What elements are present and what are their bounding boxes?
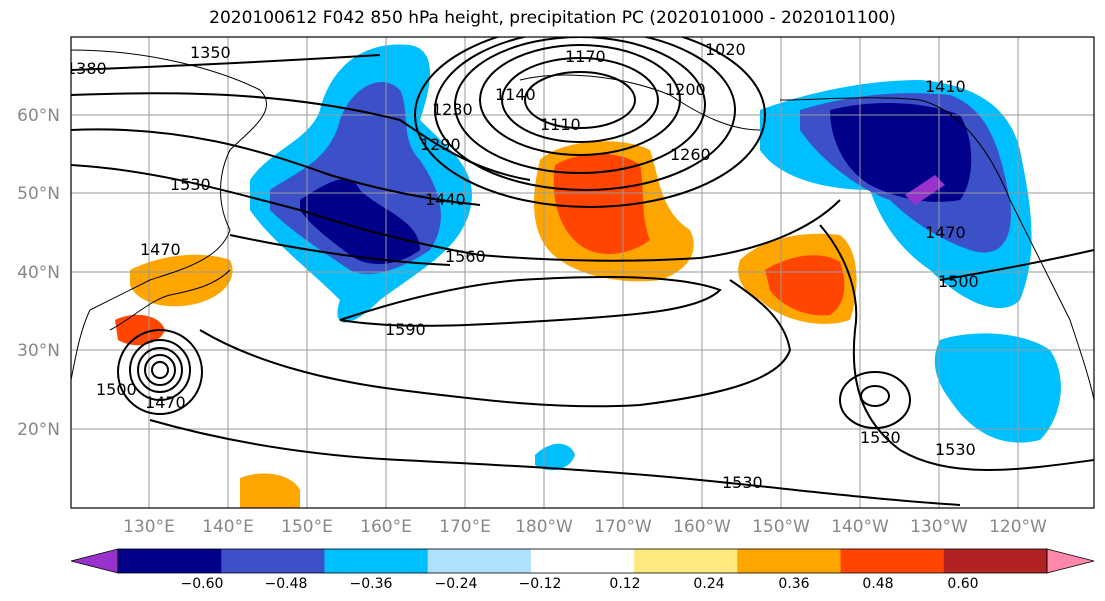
colorbar-extend-low [70,548,119,574]
colorbar [70,548,1095,574]
latitude-labels: 60°N 50°N 40°N 30°N 20°N [17,106,60,440]
precip-blob-japan-orange [130,254,233,307]
colorbar-tick-label: −0.24 [435,576,478,592]
longitude-labels: 130°E 140°E 150°E 160°E 170°E 180°W 170°… [123,517,1047,537]
contour-label: 1140 [495,85,536,104]
colorbar-segment [118,549,222,573]
precip-blob-south-blue [535,443,575,471]
lon-label: 130°W [910,517,968,537]
colorbar-tick-label: 0.24 [693,576,724,592]
lon-label: 150°E [281,517,333,537]
map-plot-area: 1350 1380 1470 1170 1020 1140 1200 1230 … [66,37,1094,508]
lat-label: 50°N [17,184,60,204]
contour-label: 1590 [385,320,426,339]
contour-label: 1290 [420,135,461,154]
contour-label: 1350 [190,43,231,62]
contour-label: 1530 [935,440,976,459]
map-frame [70,36,1095,509]
colorbar-frame [117,548,1048,574]
contour-label: 1020 [705,40,746,59]
precip-blob-japan-red [115,314,165,346]
colorbar-tick-label: −0.60 [181,576,224,592]
precip-shading [115,44,1061,508]
lat-label: 20°N [17,420,60,440]
colorbar-tick-label: 0.48 [862,576,893,592]
contour-label: 1470 [140,240,181,259]
lon-label: 170°E [439,517,491,537]
colorbar-segment [324,549,429,573]
contour-label: 1200 [665,80,706,99]
lon-label: 140°E [202,517,254,537]
contour-label: 1230 [432,100,473,119]
contour-label: 1170 [565,47,606,66]
lon-label: 140°W [831,517,889,537]
contour-labels: 1350 1380 1470 1170 1020 1140 1200 1230 … [66,40,979,492]
colorbar-segment [530,549,635,573]
lat-label: 30°N [17,341,60,361]
lon-label: 170°W [594,517,652,537]
contour-label: 1470 [145,393,186,412]
contour-label: 1500 [938,272,979,291]
contour-label: 1410 [925,77,966,96]
lat-label: 40°N [17,263,60,283]
colorbar-segment [634,549,738,573]
precip-blob-ne-purple [905,175,945,205]
colorbar-tick-label: −0.48 [265,576,308,592]
lon-label: 120°W [989,517,1047,537]
colorbar-tick-label: −0.36 [350,576,393,592]
colorbar-segment [840,549,945,573]
precip-blob-west-dark [300,179,420,265]
height-contours [71,37,1094,506]
contour-label: 1530 [722,473,763,492]
colorbar-segment [427,549,532,573]
colorbar-segment [221,549,325,573]
contour-label: 1560 [445,247,486,266]
colorbar-tick-label: 0.60 [947,576,978,592]
contour-label: 1380 [66,59,107,78]
precip-blob-central-red [553,153,650,255]
contour-label: 1440 [425,190,466,209]
colorbar-tick-label: 0.12 [609,576,640,592]
lon-label: 160°W [673,517,731,537]
lon-label: 130°E [123,517,175,537]
colorbar-tick-label: 0.36 [778,576,809,592]
contour-label: 1110 [540,115,581,134]
colorbar-tick-labels: −0.60 −0.48 −0.36 −0.24 −0.12 0.12 0.24 … [181,576,979,592]
precip-blob-east-red [765,255,845,316]
colorbar-segment [943,549,1048,573]
contour-label: 1530 [860,428,901,447]
map-title: 2020100612 F042 850 hPa height, precipit… [209,8,896,28]
colorbar-extend-high [1046,548,1095,574]
colorbar-tick-label: −0.12 [519,576,562,592]
lon-label: 180°W [515,517,573,537]
lon-label: 150°W [752,517,810,537]
precip-blob-se-light [934,333,1061,443]
graticule [71,37,1094,508]
contour-label: 1500 [96,380,137,399]
lat-label: 60°N [17,106,60,126]
colorbar-segment [737,549,842,573]
lon-label: 160°E [360,517,412,537]
contour-label: 1530 [170,175,211,194]
precip-blob-south-orange [240,473,300,508]
contour-label: 1260 [670,145,711,164]
contour-label: 1470 [925,223,966,242]
